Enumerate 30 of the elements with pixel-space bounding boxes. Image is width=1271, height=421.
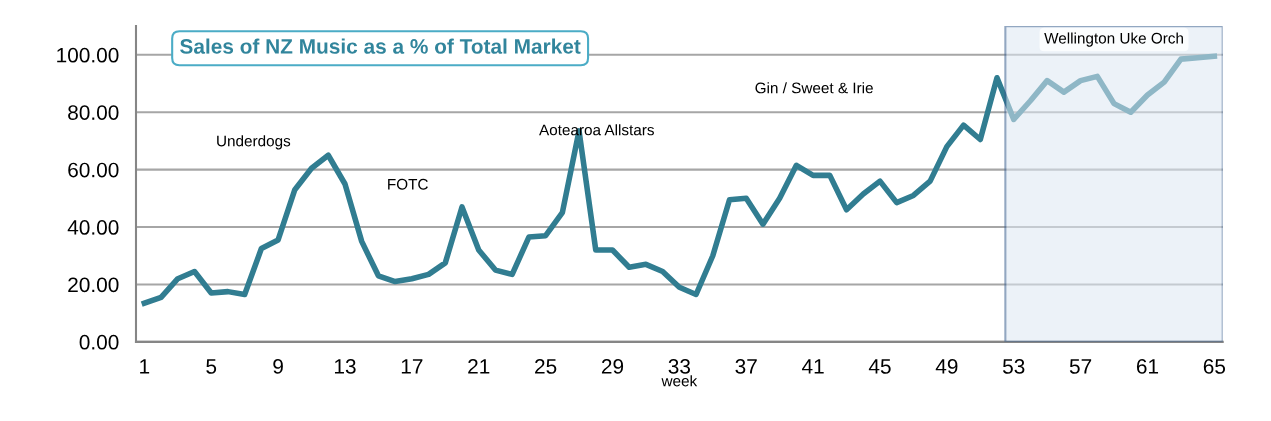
y-tick-label: 100.00 xyxy=(57,47,119,63)
x-tick-label: 13 xyxy=(334,359,356,374)
x-axis-title: week xyxy=(661,375,698,387)
x-tick-label: 1 xyxy=(140,359,150,374)
x-tick-label: 57 xyxy=(1069,359,1092,374)
annotation: Aotearoa Allstars xyxy=(539,124,654,136)
x-tick-label: 53 xyxy=(1002,359,1025,374)
x-tick-label: 17 xyxy=(401,359,423,374)
y-tick-label: 40.00 xyxy=(67,220,119,235)
x-tick-label: 21 xyxy=(468,359,490,374)
x-tick-label: 45 xyxy=(868,359,891,374)
x-tick-label: 9 xyxy=(273,359,283,374)
x-tick-label: 41 xyxy=(801,359,824,374)
x-tick-label: 37 xyxy=(735,359,757,374)
y-tick-label: 60.00 xyxy=(68,162,119,178)
chart-title: Sales of NZ Music as a % of Total Market xyxy=(180,38,581,54)
x-tick-label: 25 xyxy=(535,359,557,374)
x-tick-label: 33 xyxy=(668,359,691,374)
annotation: Underdogs xyxy=(217,135,291,150)
x-tick-label: 29 xyxy=(601,359,624,374)
x-tick-label: 65 xyxy=(1203,359,1226,374)
y-tick-label: 20.00 xyxy=(68,277,119,293)
annotation: Gin / Sweet & Irie xyxy=(755,82,873,94)
annotation: FOTC xyxy=(388,178,428,190)
x-tick-label: 49 xyxy=(935,359,958,374)
band-label: Wellington Uke Orch xyxy=(1044,32,1183,47)
y-tick-label: 0.00 xyxy=(79,334,119,350)
x-tick-label: 5 xyxy=(206,359,217,374)
x-tick-label: 61 xyxy=(1136,359,1159,374)
y-tick-label: 80.00 xyxy=(68,105,119,120)
